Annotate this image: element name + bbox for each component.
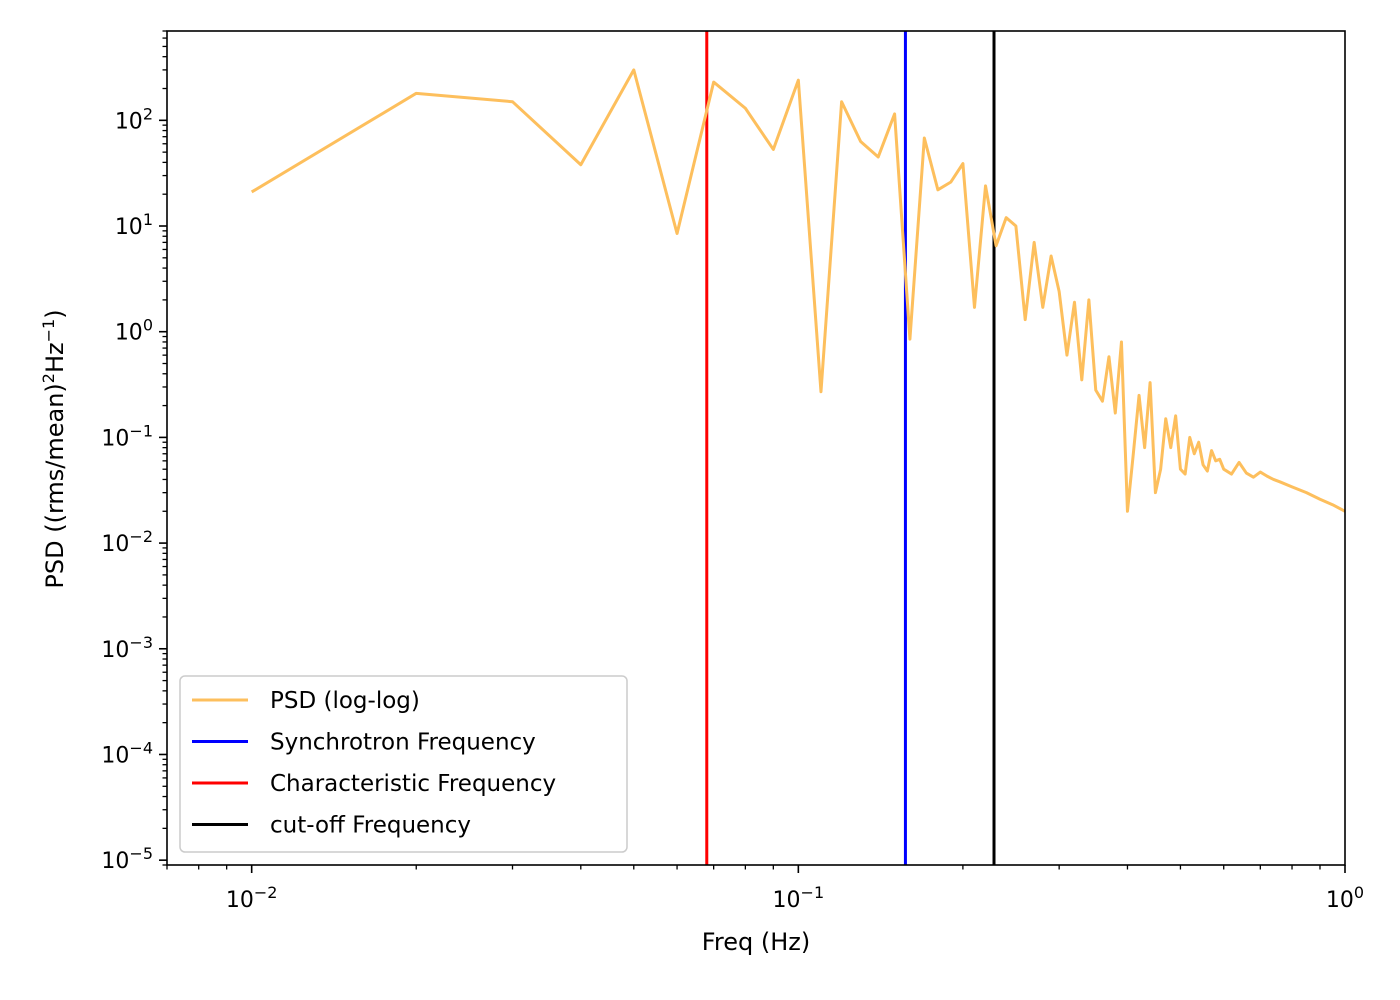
y-tick-label: 10−1 [101, 421, 153, 452]
x-axis-ticks: 10−2 10−1 100 [166, 865, 1364, 914]
y-tick-label: 10−2 [101, 527, 153, 558]
y-tick-label: 101 [115, 210, 153, 241]
legend-label-characteristic-frequency: Characteristic Frequency [270, 771, 556, 797]
x-tick-label: 10−1 [773, 883, 825, 914]
legend-label-cut-off-frequency: cut-off Frequency [270, 813, 471, 839]
axes: 10−2 10−1 100 10−5 10−4 10−3 10−2 10−1 100 101 102 [101, 30, 1364, 914]
y-tick-label: 10−3 [101, 632, 153, 663]
svg-text:PSD ((rms/mean)2Hz−1): PSD ((rms/mean)2Hz−1) [39, 309, 70, 588]
plot-area [250, 31, 1345, 865]
y-axis-ticks: 10−5 10−4 10−3 10−2 10−1 100 101 102 [101, 30, 167, 875]
legend-label-synchrotron-frequency: Synchrotron Frequency [270, 730, 536, 756]
y-tick-label: 102 [115, 104, 153, 135]
x-tick-label: 10−2 [226, 883, 278, 914]
y-tick-label: 10−4 [101, 738, 153, 769]
legend: PSD (log-log) Synchrotron Frequency Charac… [179, 675, 628, 853]
y-tick-label: 10−5 [101, 844, 153, 875]
psd-series-line [250, 68, 1345, 513]
plot-clip-group [250, 31, 1345, 865]
x-tick-label: 100 [1326, 883, 1364, 914]
legend-label-psd-log-log: PSD (log-log) [270, 688, 420, 714]
y-axis-label: PSD ((rms/mean)2Hz−1) [39, 309, 70, 588]
legend-box [179, 675, 628, 853]
y-tick-label: 100 [115, 315, 153, 346]
x-axis-label: Freq (Hz) [702, 928, 810, 956]
